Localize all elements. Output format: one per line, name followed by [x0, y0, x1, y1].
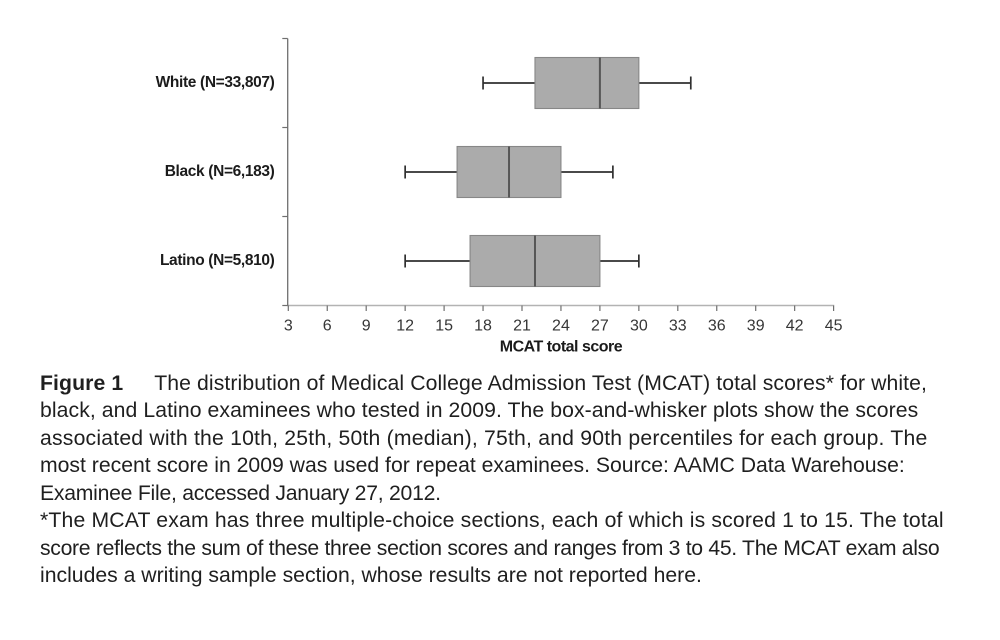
caption-line: Figure 1 The distribution of Medical Coll… [40, 370, 970, 397]
caption-text: The distribution of Medical College Admi… [154, 372, 928, 395]
box-0 [534, 56, 640, 110]
x-tick-label: 36 [708, 318, 726, 335]
caption-footnote-line: *The MCAT exam has three multiple-choice… [40, 509, 944, 533]
category-label-2: Latino (N=5,810) [160, 252, 275, 269]
x-tick-label: 24 [552, 318, 570, 335]
x-tick-label: 42 [786, 318, 804, 335]
x-tick-label: 12 [396, 318, 414, 335]
caption-footnote-line: score reflects the sum of these three se… [40, 536, 940, 560]
x-tick-label: 6 [323, 318, 332, 335]
x-tick-label: 18 [474, 318, 492, 335]
figure-label: Figure 1 [40, 372, 124, 395]
x-tick-label: 3 [284, 318, 293, 335]
caption-line: Examinee File, accessed January 27, 2012… [40, 481, 441, 505]
category-label-0: White (N=33,807) [156, 74, 275, 91]
x-tick-label: 9 [362, 318, 371, 335]
x-axis-title: MCAT total score [500, 339, 623, 356]
caption-line: most recent score in 2009 was used for r… [40, 454, 905, 478]
x-tick-label: 39 [747, 318, 765, 335]
x-tick-label: 30 [630, 318, 648, 335]
x-tick-label: 21 [513, 318, 531, 335]
figure-caption: Figure 1 The distribution of Medical Coll… [40, 370, 970, 590]
category-label-1: Black (N=6,183) [165, 163, 275, 180]
caption-footnote-line: includes a writing sample section, whose… [40, 564, 702, 588]
x-tick-label: 27 [591, 318, 609, 335]
x-tick-label: 45 [825, 318, 843, 335]
x-tick-label: 33 [669, 318, 687, 335]
x-tick-label: 15 [435, 318, 453, 335]
caption-line: associated with the 10th, 25th, 50th (me… [40, 426, 928, 450]
caption-line: black, and Latino examinees who tested i… [40, 399, 919, 423]
